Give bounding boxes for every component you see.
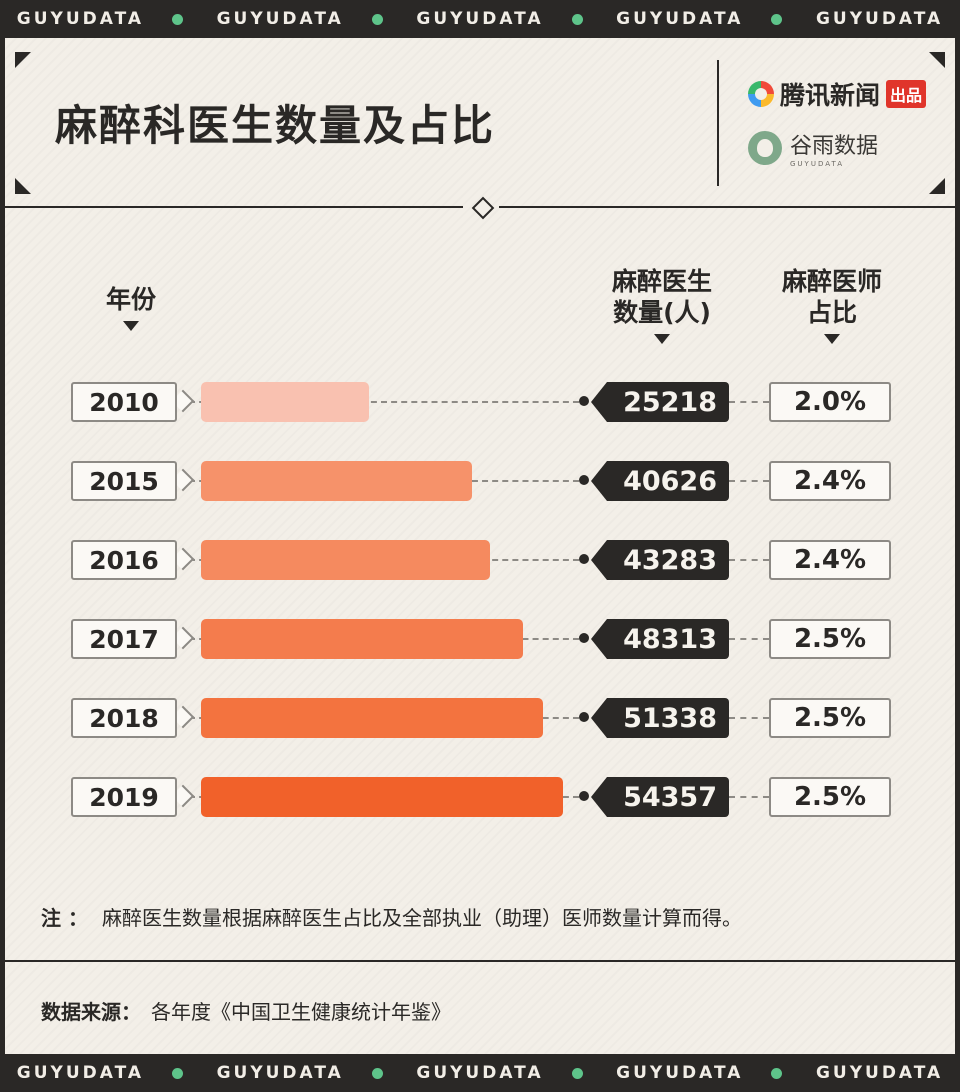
- leader-line: [729, 796, 769, 798]
- year-label: 2010: [71, 382, 177, 422]
- band-item: GUYUDATA: [416, 9, 583, 29]
- share-value: 2.5%: [769, 619, 891, 659]
- note: 注 ：麻醉医生数量根据麻醉医生占比及全部执业（助理）医师数量计算而得。: [41, 906, 742, 930]
- band-item: GUYUDATA: [217, 9, 383, 29]
- band-item: GUYUDATA: [217, 1063, 383, 1083]
- table-row: 2010 25218 2.0%: [5, 382, 955, 422]
- dot-icon: [771, 1067, 783, 1079]
- dot-marker: [579, 712, 589, 722]
- bar: [201, 382, 369, 422]
- dot-marker: [579, 554, 589, 564]
- band-item: GUYUDATA: [815, 1063, 944, 1083]
- corner-mark: [15, 178, 31, 194]
- dot-icon: [172, 13, 184, 25]
- guyu-data-logo: 谷雨数据 GUYUDATA: [748, 128, 878, 168]
- table-row: 2015 40626 2.4%: [5, 461, 955, 501]
- year-column-header: 年份: [81, 284, 181, 331]
- year-label: 2019: [71, 777, 177, 817]
- chart-card: 麻醉科医生数量及占比 腾讯新闻 出品 谷雨数据 GUYUDATA 年份 麻醉医生…: [5, 38, 955, 1054]
- dot-marker: [579, 633, 589, 643]
- header-rule-right: [499, 206, 955, 208]
- band-item: GUYUDATA: [17, 9, 184, 29]
- year-label: 2015: [71, 461, 177, 501]
- count-value: 40626: [591, 461, 729, 501]
- dot-marker: [579, 475, 589, 485]
- table-row: 2016 43283 2.4%: [5, 540, 955, 580]
- header-divider: [717, 60, 719, 186]
- footer-rule: [5, 960, 955, 962]
- leader-line: [729, 717, 769, 719]
- share-value: 2.4%: [769, 461, 891, 501]
- tencent-news-logo: 腾讯新闻 出品: [748, 76, 927, 112]
- corner-mark: [929, 178, 945, 194]
- count-value: 51338: [591, 698, 729, 738]
- bar: [201, 777, 563, 817]
- dot-marker: [579, 791, 589, 801]
- dot-marker: [579, 396, 589, 406]
- dot-icon: [571, 13, 583, 25]
- count-column-header: 麻醉医生 数量(人): [587, 266, 737, 344]
- leader-line: [729, 480, 769, 482]
- corner-mark: [15, 52, 31, 68]
- count-value: 25218: [591, 382, 729, 422]
- share-value: 2.0%: [769, 382, 891, 422]
- produced-badge: 出品: [886, 80, 927, 108]
- year-label: 2016: [71, 540, 177, 580]
- leader-line: [189, 401, 579, 403]
- tencent-news-icon: [748, 81, 774, 107]
- diamond-icon: [471, 196, 495, 220]
- arrow-down-icon: [123, 321, 139, 331]
- count-value: 43283: [591, 540, 729, 580]
- corner-mark: [929, 52, 945, 68]
- leader-line: [729, 638, 769, 640]
- bar: [201, 540, 490, 580]
- table-row: 2017 48313 2.5%: [5, 619, 955, 659]
- band-item: GUYUDATA: [616, 9, 783, 29]
- dot-icon: [371, 13, 383, 25]
- bar: [201, 698, 543, 738]
- leader-line: [729, 401, 769, 403]
- top-band: GUYUDATA GUYUDATA GUYUDATA GUYUDATA GUYU…: [0, 0, 960, 38]
- year-label: 2018: [71, 698, 177, 738]
- count-value: 48313: [591, 619, 729, 659]
- bird-icon: [748, 131, 782, 165]
- share-value: 2.5%: [769, 698, 891, 738]
- bottom-band: GUYUDATA GUYUDATA GUYUDATA GUYUDATA GUYU…: [0, 1054, 960, 1092]
- table-row: 2018 51338 2.5%: [5, 698, 955, 738]
- share-column-header: 麻醉医师 占比: [757, 266, 907, 344]
- bar: [201, 619, 523, 659]
- count-value: 54357: [591, 777, 729, 817]
- band-item: GUYUDATA: [17, 1063, 184, 1083]
- table-row: 2019 54357 2.5%: [5, 777, 955, 817]
- dot-icon: [571, 1067, 583, 1079]
- page-title: 麻醉科医生数量及占比: [55, 101, 496, 150]
- share-value: 2.4%: [769, 540, 891, 580]
- bar: [201, 461, 472, 501]
- band-item: GUYUDATA: [416, 1063, 583, 1083]
- dot-icon: [771, 13, 783, 25]
- arrow-down-icon: [654, 334, 670, 344]
- share-value: 2.5%: [769, 777, 891, 817]
- band-item: GUYUDATA: [815, 9, 944, 29]
- data-source: 数据来源： 各年度《中国卫生健康统计年鉴》: [41, 1000, 451, 1024]
- year-label: 2017: [71, 619, 177, 659]
- header-rule-left: [5, 206, 463, 208]
- dot-icon: [371, 1067, 383, 1079]
- band-item: GUYUDATA: [616, 1063, 783, 1083]
- dot-icon: [172, 1067, 184, 1079]
- arrow-down-icon: [824, 334, 840, 344]
- leader-line: [729, 559, 769, 561]
